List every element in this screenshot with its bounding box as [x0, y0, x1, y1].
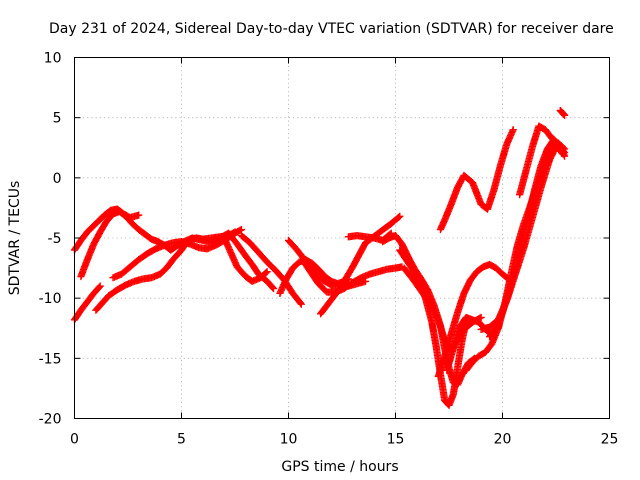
satellite-track-v	[486, 135, 569, 341]
data-point	[560, 111, 569, 119]
data-point	[269, 284, 278, 293]
y-tick-label: 10	[44, 51, 62, 67]
x-axis-label: GPS time / hours	[281, 459, 398, 475]
y-tick-label: 0	[53, 171, 62, 187]
data-point	[263, 268, 271, 276]
y-tick-label: -15	[39, 351, 62, 367]
satellite-track-r	[434, 260, 511, 380]
axis-ticks	[74, 57, 610, 419]
satellite-track-h	[237, 231, 305, 308]
y-tick-label: -20	[39, 412, 62, 428]
chart-title: Day 231 of 2024, Sidereal Day-to-day VTE…	[49, 21, 614, 37]
satellite-track-x	[556, 106, 569, 119]
data-point	[296, 299, 304, 307]
y-tick-label: 5	[53, 111, 62, 127]
data-point	[395, 213, 403, 221]
data-point	[509, 126, 517, 134]
x-tick-label: 5	[177, 432, 186, 448]
y-axis-label: SDTVAR / TECUs	[7, 181, 23, 296]
data-point	[559, 110, 567, 118]
x-tick-label: 0	[70, 432, 79, 448]
y-tick-label: -5	[48, 231, 62, 247]
data-point	[262, 269, 270, 277]
data-points	[70, 106, 569, 409]
data-point	[95, 283, 103, 291]
data-point	[297, 300, 305, 308]
x-tick-label: 25	[601, 432, 619, 448]
x-tick-label: 20	[494, 432, 512, 448]
x-tick-label: 10	[280, 432, 298, 448]
x-axis-tick-labels: 0 5 10 15 20 25	[70, 432, 618, 448]
satellite-track-g	[220, 234, 271, 285]
satellite-track-w	[516, 122, 569, 199]
satellite-track-s	[436, 126, 517, 234]
y-tick-label: -10	[39, 291, 62, 307]
y-axis-tick-labels: -20 -15 -10 -5 0 5 10	[39, 51, 62, 428]
data-point	[96, 282, 104, 290]
data-point	[560, 148, 569, 157]
data-point	[477, 313, 485, 322]
satellite-track-c	[70, 282, 104, 324]
data-point	[269, 283, 277, 292]
data-point	[560, 110, 568, 119]
x-tick-label: 15	[387, 432, 405, 448]
grid-lines	[74, 57, 610, 419]
data-point	[237, 225, 246, 234]
data-point	[560, 147, 568, 155]
data-point	[135, 211, 143, 219]
data-point	[396, 212, 404, 220]
